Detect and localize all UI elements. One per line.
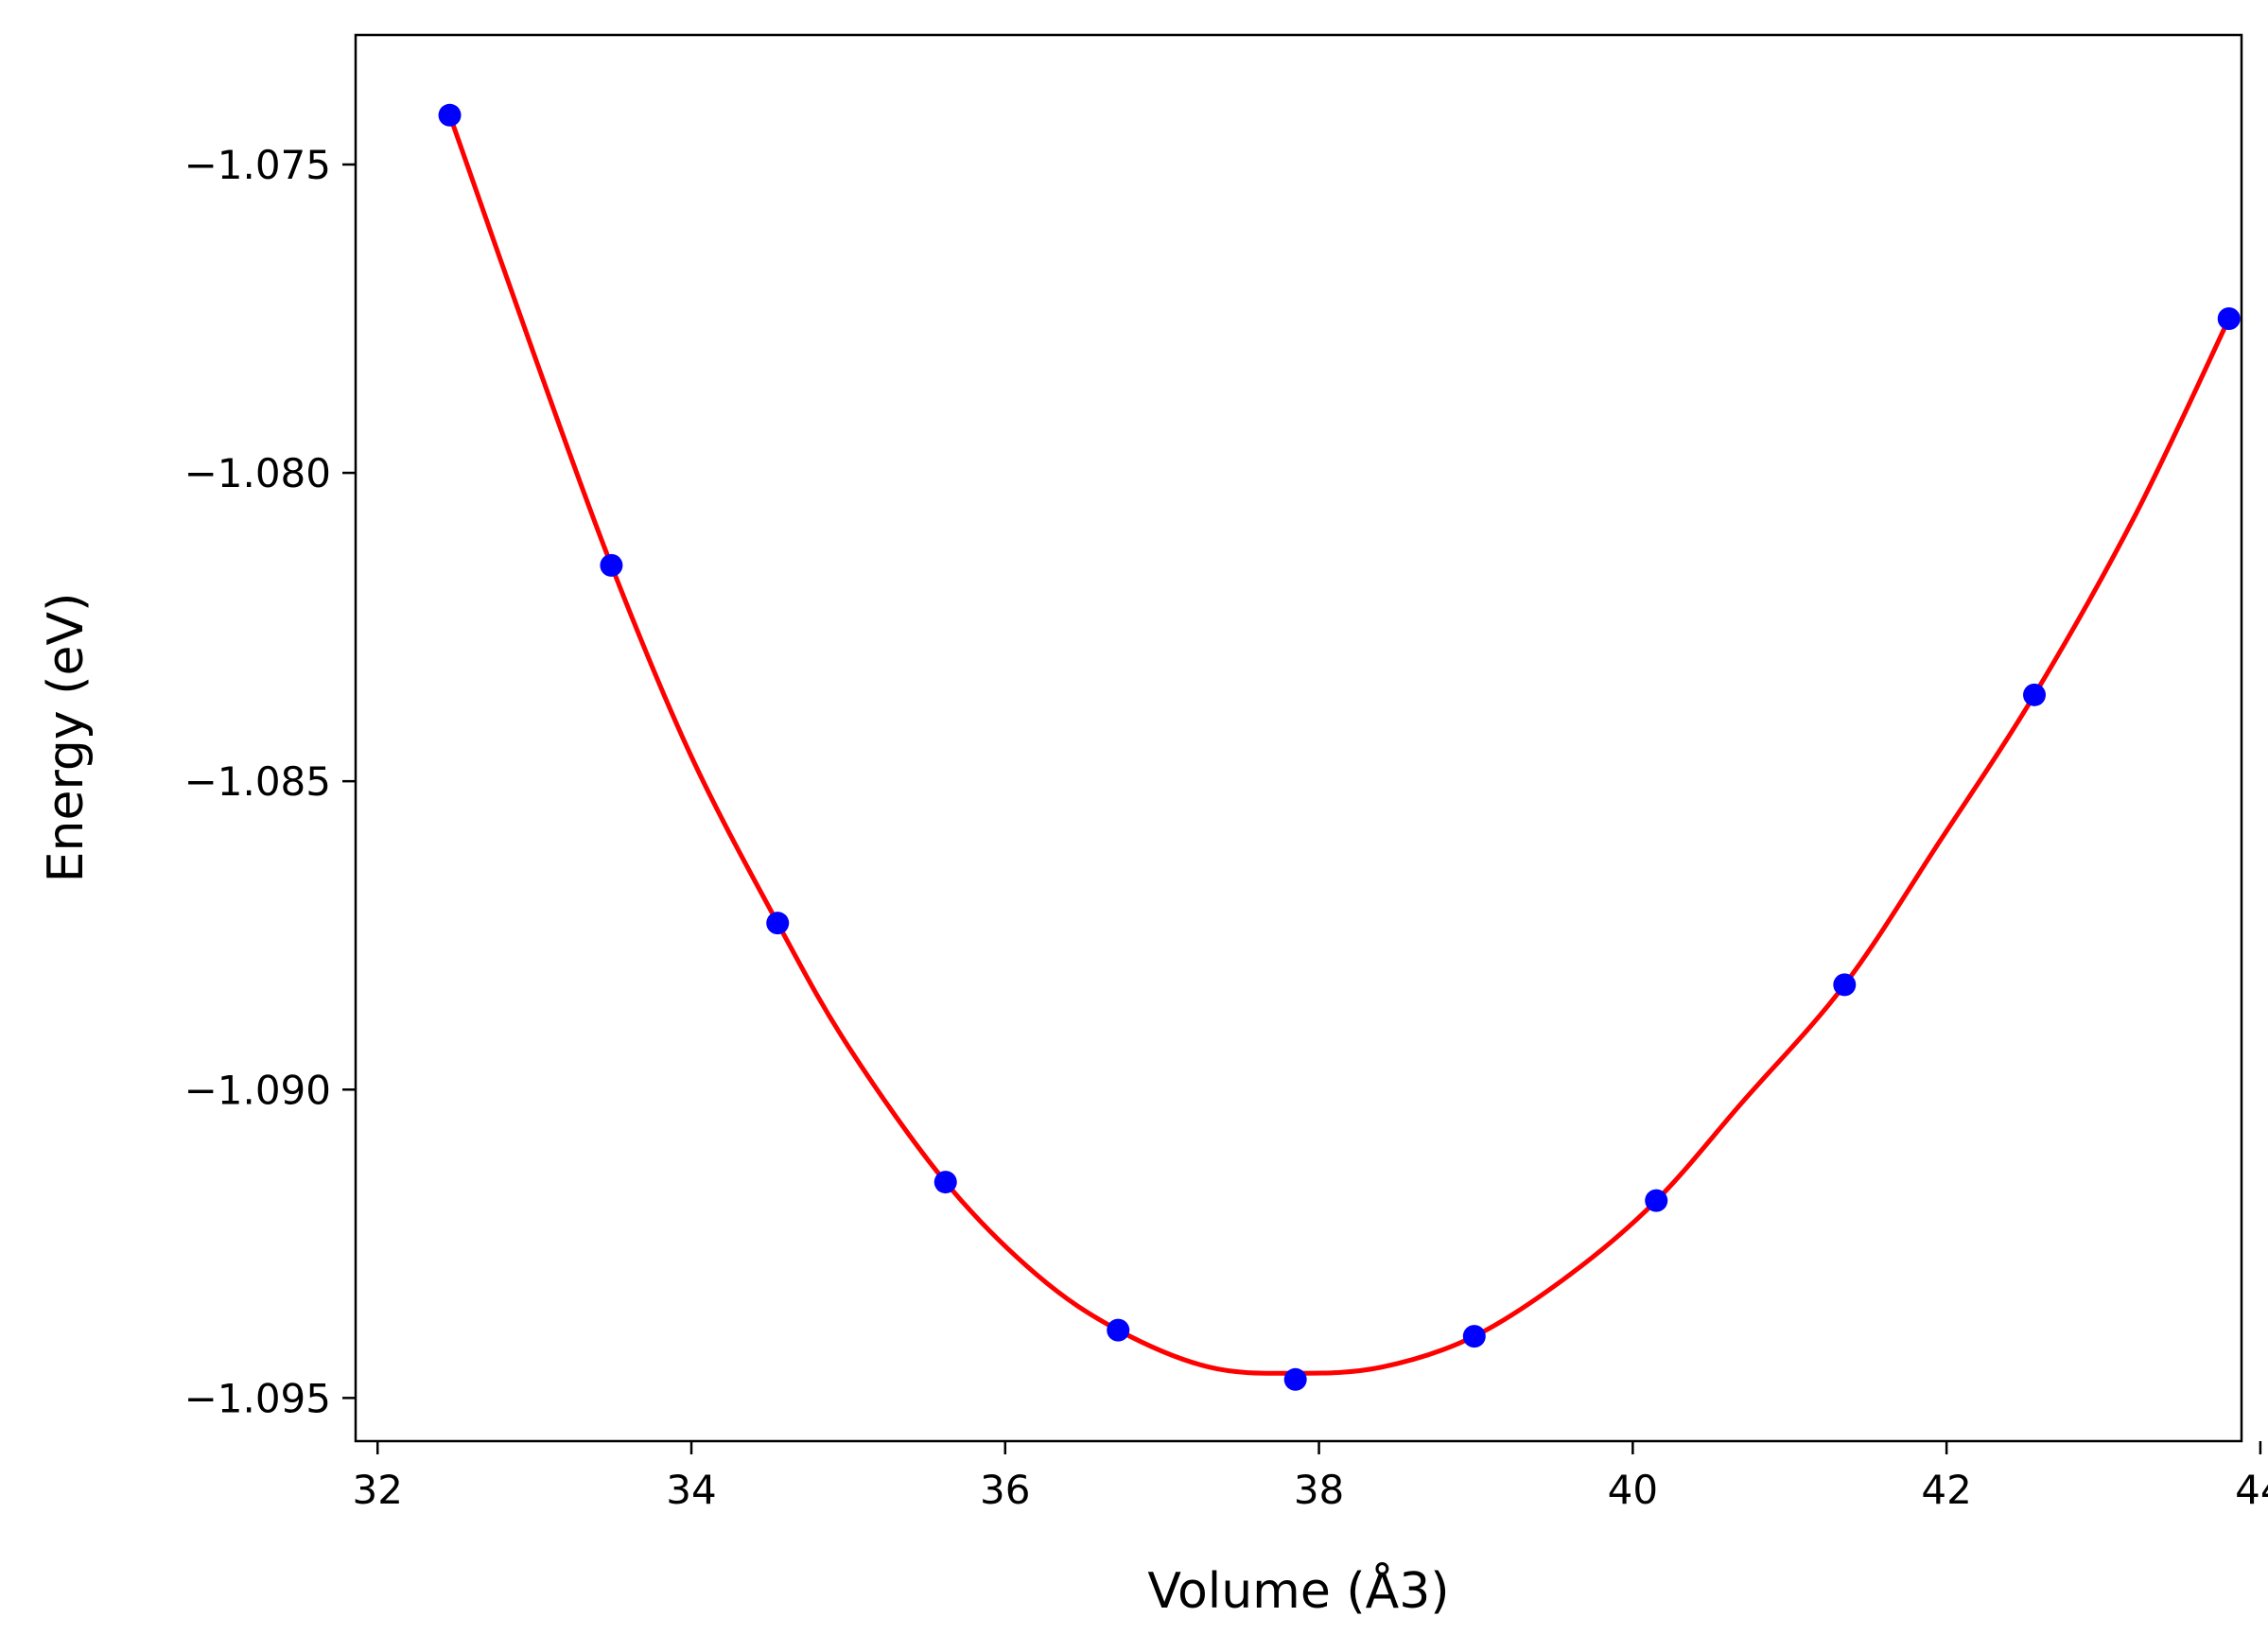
data-point [1107, 1318, 1130, 1342]
x-tick-label: 44 [2235, 1467, 2268, 1513]
x-axis: 32 34 36 38 40 42 44 [352, 1441, 2268, 1513]
y-tick-label: −1.095 [184, 1375, 331, 1421]
data-point [438, 103, 462, 127]
data-point [933, 1171, 957, 1194]
data-point [1283, 1367, 1307, 1391]
y-tick-label: −1.090 [184, 1067, 331, 1113]
plot-area [354, 33, 2243, 1443]
data-point [1645, 1189, 1668, 1212]
y-axis-label: Energy (eV) [38, 593, 95, 883]
y-axis: −1.075 −1.080 −1.085 −1.090 −1.095 [184, 142, 356, 1421]
data-point [2217, 307, 2241, 331]
data-point [600, 553, 623, 577]
data-point [1462, 1325, 1486, 1348]
x-tick-label: 32 [352, 1467, 402, 1513]
x-tick-label: 34 [666, 1467, 716, 1513]
fit-curve-layer [447, 113, 2231, 1376]
x-axis-label: Volume (Å3) [1147, 1561, 1449, 1620]
y-tick-label: −1.075 [184, 142, 331, 188]
x-tick-label: 38 [1294, 1467, 1344, 1513]
x-tick-label: 36 [980, 1467, 1030, 1513]
x-tick-label: 42 [1921, 1467, 1971, 1513]
y-tick-label: −1.080 [184, 450, 331, 496]
y-tick-label: −1.085 [184, 758, 331, 805]
fit-line [447, 113, 2231, 1376]
data-point [2023, 683, 2047, 706]
data-points-layer [438, 103, 2241, 1391]
data-point [1833, 973, 1857, 997]
x-tick-label: 40 [1608, 1467, 1658, 1513]
data-point [766, 912, 790, 935]
